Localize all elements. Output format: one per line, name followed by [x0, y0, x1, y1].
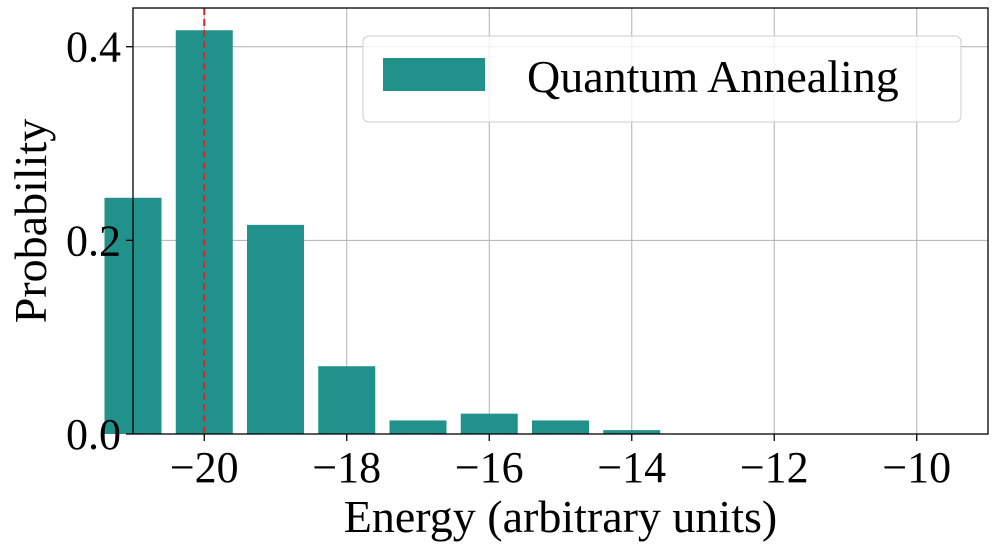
bar [247, 224, 304, 434]
x-tick-label: −18 [312, 443, 381, 492]
legend-box [362, 35, 962, 123]
x-tick-label: −16 [455, 443, 524, 492]
x-tick-label: −10 [882, 443, 951, 492]
plot-frame [132, 7, 989, 435]
bar [532, 420, 589, 434]
legend: Quantum Annealing [362, 35, 962, 123]
bar [603, 430, 661, 434]
y-axis-label: Probability [5, 119, 56, 323]
x-tick-label: −20 [170, 443, 239, 492]
y-tick-label: 0.0 [66, 410, 121, 459]
x-axis-ticks: −20 −18 −16 −14 −12 −10 [170, 434, 951, 492]
legend-label: Quantum Annealing [527, 51, 899, 102]
legend-swatch [383, 58, 485, 91]
y-tick-label: 0.2 [66, 216, 121, 265]
x-tick-label: −14 [597, 443, 666, 492]
bar [318, 366, 376, 434]
y-tick-label: 0.4 [66, 23, 121, 72]
y-axis-ticks: 0.0 0.2 0.4 [66, 23, 133, 459]
x-axis-label: Energy (arbitrary units) [344, 491, 777, 542]
x-tick-label: −12 [740, 443, 809, 492]
bar [460, 413, 518, 434]
bar [389, 420, 447, 434]
